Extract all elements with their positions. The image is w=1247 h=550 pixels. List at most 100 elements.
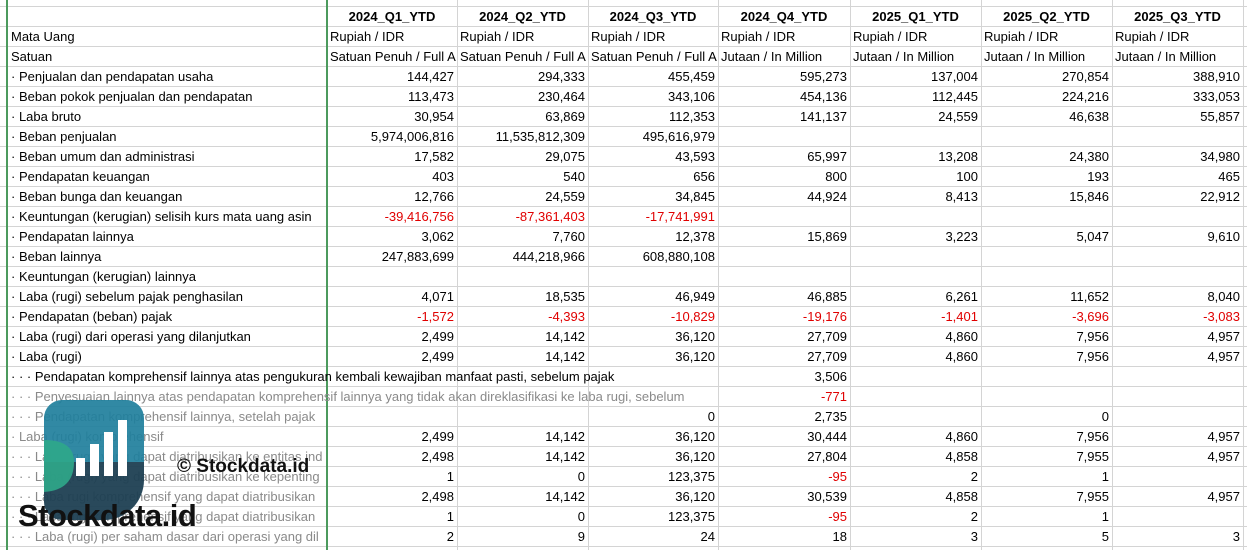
table-cell: 2 [970,509,978,524]
table-cell: 388,910 [1193,69,1240,84]
row-label: · Keuntungan (kerugian) selisih kurs mat… [11,209,312,224]
row-line [0,6,1247,7]
table-cell: 14,142 [545,429,585,444]
table-cell: 30,539 [807,489,847,504]
table-cell: -39,416,756 [384,209,454,224]
table-cell: 595,273 [800,69,847,84]
table-cell: 4,860 [945,349,978,364]
table-cell: 5 [1101,529,1109,544]
table-cell: 8,040 [1207,289,1240,304]
table-cell: Jutaan / In Million [1115,49,1217,64]
row-line [0,166,1247,167]
table-cell: 15,846 [1069,189,1109,204]
table-cell: 55,857 [1200,109,1240,124]
table-cell: 30,954 [414,109,454,124]
table-cell: 9,610 [1207,229,1240,244]
row-line [0,366,1247,367]
table-cell: Rupiah / IDR [330,29,405,44]
row-label: · Beban pokok penjualan dan pendapatan [11,89,253,104]
row-line [0,26,1247,27]
table-cell: -4,393 [548,309,585,324]
table-cell: 144,427 [407,69,454,84]
table-cell: 6,261 [945,289,978,304]
table-cell: 7,760 [552,229,585,244]
table-cell: Satuan Penuh / Full A [591,49,717,64]
table-cell: 1 [446,469,454,484]
table-cell: 224,216 [1062,89,1109,104]
row-line [0,46,1247,47]
table-cell: 13,208 [938,149,978,164]
table-cell: 4,860 [945,429,978,444]
column-header: 2024_Q4_YTD [740,9,828,24]
table-cell: 5,974,006,816 [370,129,454,144]
table-cell: Rupiah / IDR [460,29,535,44]
table-cell: -3,696 [1072,309,1109,324]
row-line [0,106,1247,107]
table-cell: 46,638 [1069,109,1109,124]
row-label: · Beban umum dan administrasi [11,149,195,164]
column-header: 2024_Q1_YTD [348,9,436,24]
table-cell: 800 [825,169,847,184]
row-line [0,386,1247,387]
table-cell: 27,709 [807,349,847,364]
table-cell: -17,741,991 [645,209,715,224]
row-label: · Laba (rugi) sebelum pajak penghasilan [11,289,243,304]
table-cell: 36,120 [675,449,715,464]
table-cell: Satuan Penuh / Full A [460,49,586,64]
table-cell: 0 [1101,409,1109,424]
table-cell: 0 [577,469,585,484]
table-cell: 27,804 [807,449,847,464]
row-label: · · · Penyesuaian lainnya atas pendapata… [11,389,685,404]
row-line [0,126,1247,127]
table-cell: 294,333 [538,69,585,84]
row-label: · · · Laba (rugi) per saham dasar dari o… [11,529,319,544]
table-cell: 403 [432,169,454,184]
table-cell: -95 [828,469,847,484]
row-label: · Penjualan dan pendapatan usaha [11,69,214,84]
row-line [0,466,1247,467]
table-cell: 11,652 [1070,289,1109,304]
table-cell: 4,957 [1207,349,1240,364]
table-cell: 4,858 [945,449,978,464]
table-cell: 14,142 [545,489,585,504]
table-cell: -771 [820,389,847,404]
table-cell: 12,766 [414,189,454,204]
table-cell: 36,120 [675,329,715,344]
column-line [850,0,851,550]
row-line [0,406,1247,407]
table-cell: 540 [563,169,585,184]
table-cell: 230,464 [538,89,585,104]
table-cell: -1,401 [941,309,978,324]
column-header: 2025_Q3_YTD [1134,9,1221,24]
row-label: · Pendapatan lainnya [11,229,134,244]
row-line [0,326,1247,327]
row-line [0,526,1247,527]
table-cell: Rupiah / IDR [721,29,796,44]
table-cell: Jutaan / In Million [984,49,1086,64]
table-cell: 343,106 [668,89,715,104]
table-cell: 495,616,979 [642,129,715,144]
table-cell: Rupiah / IDR [1115,29,1190,44]
row-label: · · · Pendapatan komprehensif lainnya at… [11,369,615,384]
row-line [0,446,1247,447]
column-line [1243,0,1244,550]
table-cell: Rupiah / IDR [984,29,1059,44]
table-cell: Rupiah / IDR [853,29,928,44]
column-header: 2025_Q1_YTD [872,9,959,24]
row-line [0,206,1247,207]
table-cell: 46,885 [807,289,847,304]
table-cell: 29,075 [545,149,585,164]
table-cell: 7,955 [1076,489,1109,504]
table-cell: 14,142 [545,449,585,464]
table-cell: 465 [1218,169,1240,184]
table-cell: 1 [1101,509,1109,524]
table-cell: 34,845 [675,189,715,204]
freeze-pane-line [326,0,328,550]
table-cell: 2,498 [421,449,454,464]
table-cell: 3,506 [814,369,847,384]
row-line [0,146,1247,147]
table-cell: 141,137 [800,109,847,124]
row-label: · Pendapatan (beban) pajak [11,309,173,324]
row-line [0,306,1247,307]
